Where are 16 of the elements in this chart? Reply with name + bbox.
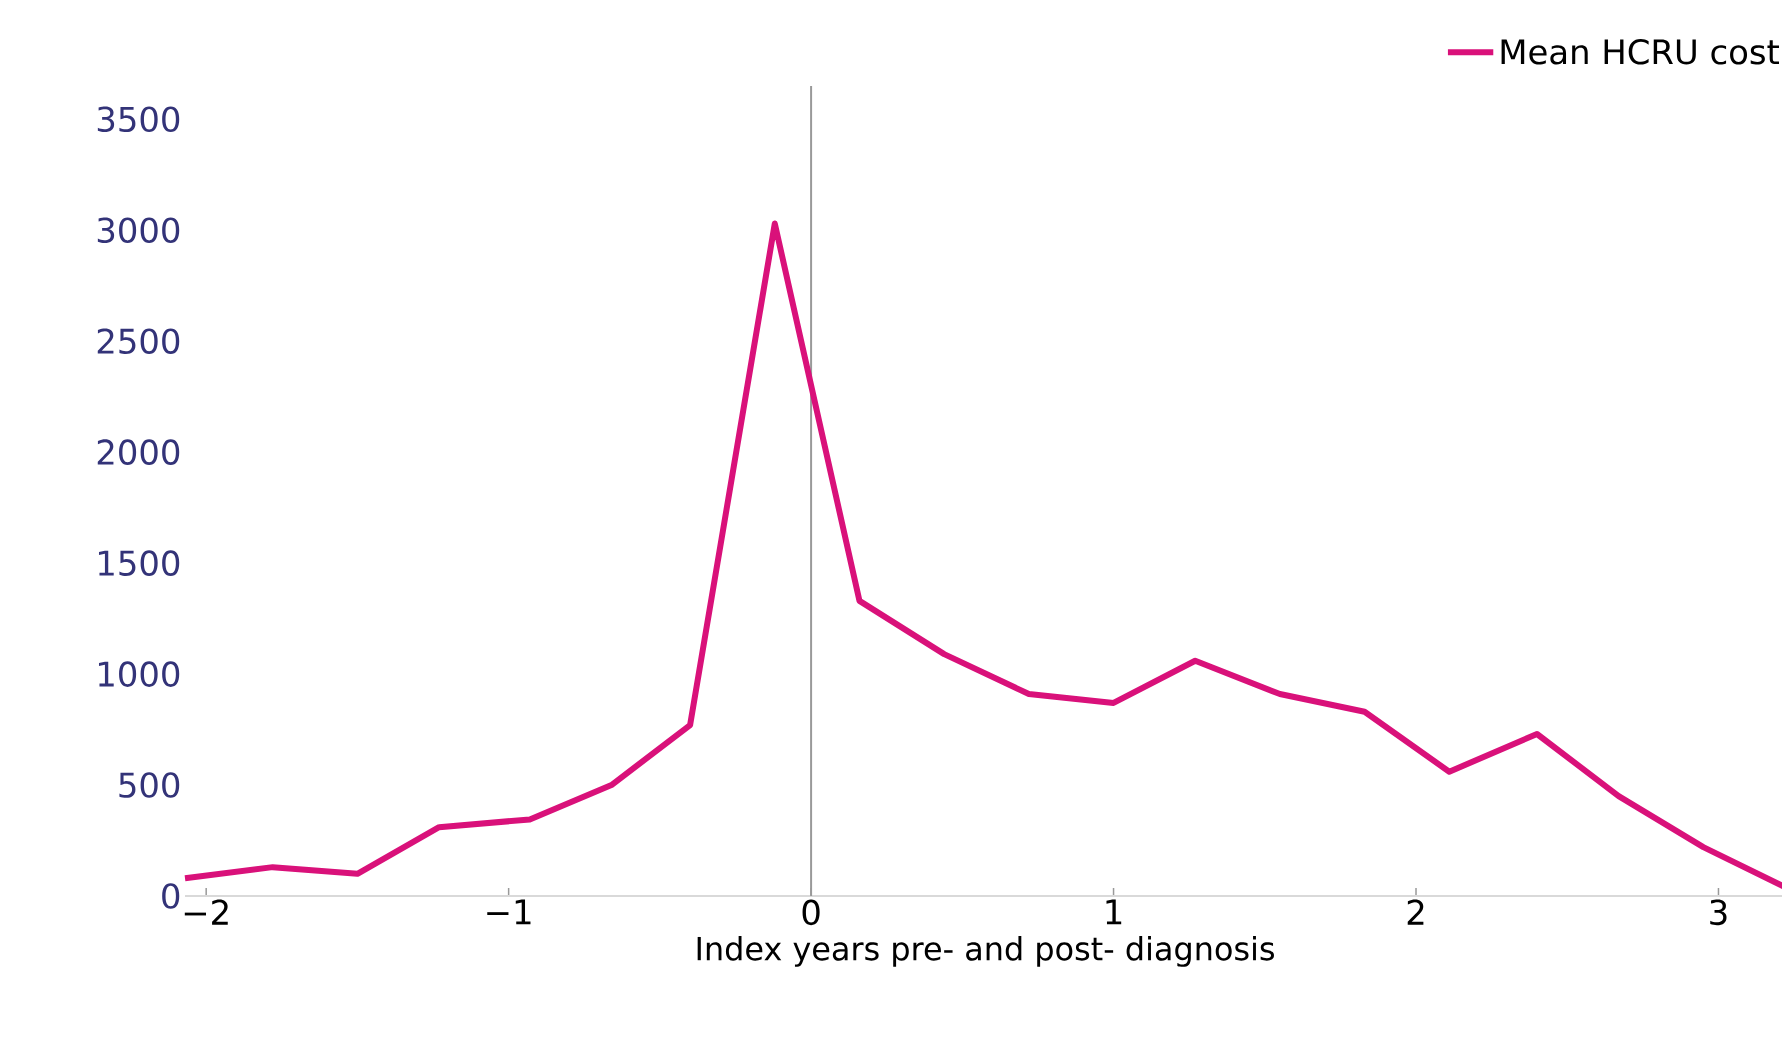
x-axis-title: Index years pre- and post- diagnosis bbox=[697, 935, 1274, 967]
y-tick-label: 1500 bbox=[98, 550, 180, 576]
y-tick-label: 2000 bbox=[97, 439, 180, 465]
x-tick-label: 2 bbox=[1407, 899, 1424, 925]
x-tick-label: 0 bbox=[802, 899, 820, 926]
y-tick-label: 0 bbox=[162, 883, 180, 909]
legend-label: Mean HCRU cost bbox=[1501, 38, 1780, 65]
x-tick-label: −1 bbox=[487, 899, 531, 925]
y-tick-label: 3000 bbox=[97, 217, 180, 244]
y-tick-label: 3500 bbox=[97, 106, 180, 133]
x-tick-label: 1 bbox=[1106, 899, 1122, 925]
x-tick-label: 3 bbox=[1710, 899, 1727, 926]
y-tick-label: 2500 bbox=[97, 328, 180, 355]
y-tick-label: 500 bbox=[119, 772, 180, 798]
x-tick-label: −2 bbox=[184, 899, 228, 925]
y-tick-label: 1000 bbox=[98, 661, 180, 687]
